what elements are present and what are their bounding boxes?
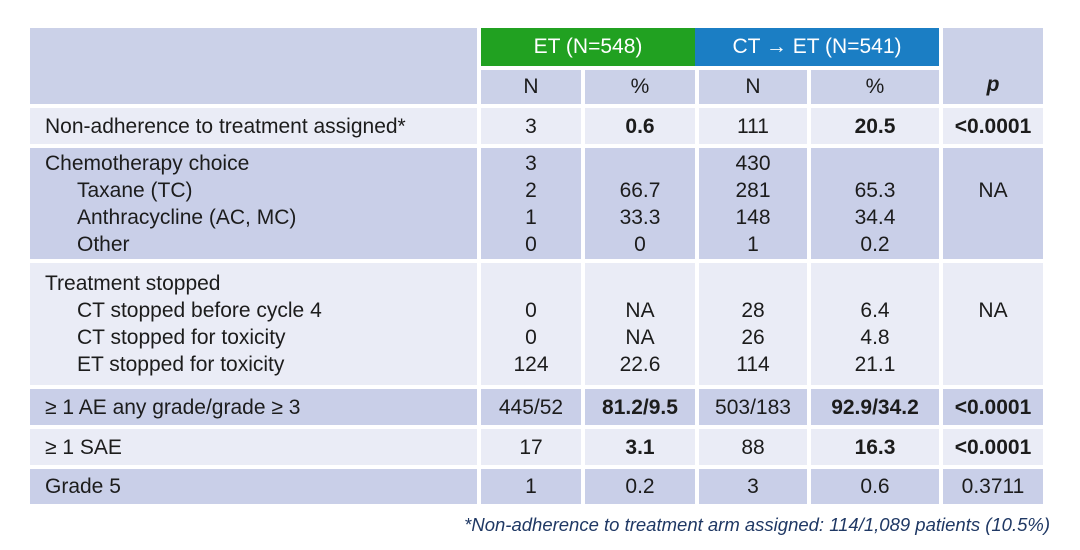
cell-ct-pct: 65.3 34.4 0.2 [811, 148, 939, 259]
cell-et-pct: 66.7 33.3 0 [585, 148, 695, 259]
row-label: Chemotherapy choice Taxane (TC) Anthracycl… [30, 148, 477, 259]
row-label: ≥ 1 SAE [30, 429, 477, 465]
row-label: ≥ 1 AE any grade/grade ≥ 3 [30, 389, 477, 425]
cell-et-n: 17 [481, 429, 581, 465]
cell-ct-pct: 0.6 [811, 469, 939, 504]
cell-p: 0.3711 [943, 469, 1043, 504]
subheader-n-et: N [481, 70, 581, 104]
cell-p: NA [943, 148, 1043, 259]
cell-ct-pct: 6.4 4.8 21.1 [811, 263, 939, 385]
cell-p: <0.0001 [943, 108, 1043, 144]
row-label-header-spacer [30, 28, 477, 104]
cell-ct-pct: 92.9/34.2 [811, 389, 939, 425]
et-arm-header: ET (N=548) [481, 28, 695, 66]
cell-et-pct: 0.6 [585, 108, 695, 144]
cell-ct-n: 111 [699, 108, 807, 144]
cell-p: NA [943, 263, 1043, 385]
cell-ct-pct: 16.3 [811, 429, 939, 465]
cell-ct-n: 430 281 148 1 [699, 148, 807, 259]
cell-et-n: 3 [481, 108, 581, 144]
cell-et-pct: 81.2/9.5 [585, 389, 695, 425]
subheader-pct-et: % [585, 70, 695, 104]
cell-ct-n: 88 [699, 429, 807, 465]
cell-et-n: 0 0 124 [481, 263, 581, 385]
cell-ct-n: 503/183 [699, 389, 807, 425]
cell-et-n: 1 [481, 469, 581, 504]
cell-ct-n: 3 [699, 469, 807, 504]
cell-et-pct: 3.1 [585, 429, 695, 465]
subheader-n-ct: N [699, 70, 807, 104]
ct-et-arm-header: CT → ET (N=541) [695, 28, 939, 66]
cell-et-pct: NA NA 22.6 [585, 263, 695, 385]
row-label: Treatment stopped CT stopped before cycle… [30, 263, 477, 385]
subheader-pct-ct: % [811, 70, 939, 104]
cell-et-pct: 0.2 [585, 469, 695, 504]
cell-p: <0.0001 [943, 389, 1043, 425]
cell-ct-pct: 20.5 [811, 108, 939, 144]
footnote-text: *Non-adherence to treatment arm assigned… [464, 514, 1050, 535]
cell-ct-n: 28 26 114 [699, 263, 807, 385]
cell-p: <0.0001 [943, 429, 1043, 465]
cell-et-n: 445/52 [481, 389, 581, 425]
p-column-header: p [943, 28, 1043, 104]
row-label: Non-adherence to treatment assigned* [30, 108, 477, 144]
row-label: Grade 5 [30, 469, 477, 504]
adherence-safety-table: ET (N=548) CT → ET (N=541) p N % N % Non… [30, 28, 1043, 504]
